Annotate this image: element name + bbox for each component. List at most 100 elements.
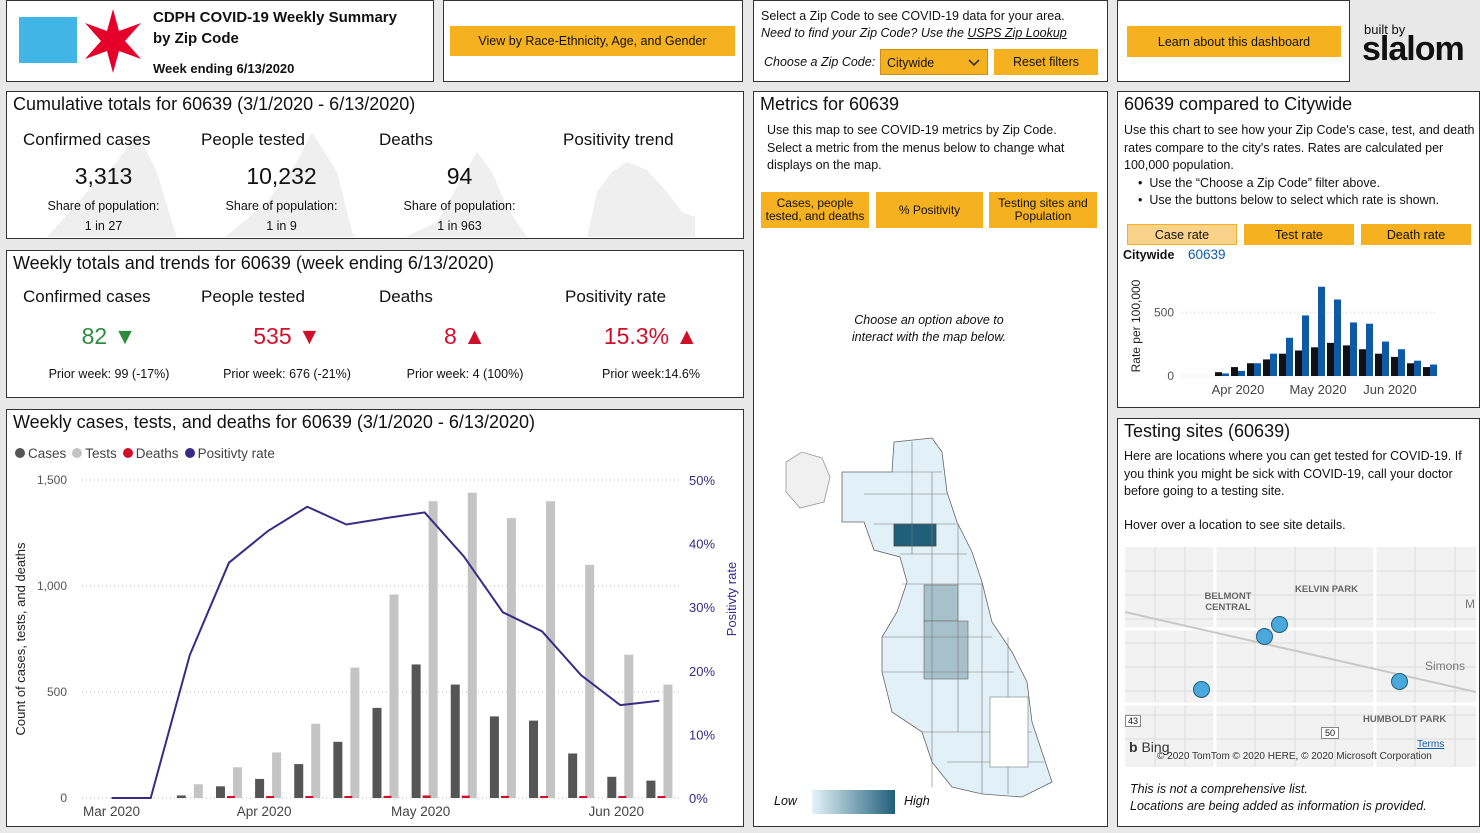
zip-bar[interactable] (1334, 299, 1341, 377)
citywide-bar[interactable] (1407, 363, 1414, 376)
testing-site-marker[interactable] (1193, 681, 1210, 698)
zip-bar[interactable] (1270, 353, 1277, 376)
zip-bar[interactable] (1238, 370, 1245, 376)
y-tick-label: 1,500 (37, 473, 67, 487)
zip-select[interactable]: Citywide (880, 49, 988, 75)
legend-label: Cases (28, 446, 67, 461)
cases-bar[interactable] (333, 741, 343, 798)
deaths-bar[interactable] (618, 796, 627, 798)
citywide-bar[interactable] (1247, 363, 1254, 376)
y2-tick-label: 0% (689, 791, 708, 806)
tests-bar[interactable] (663, 684, 673, 798)
citywide-bar[interactable] (1391, 356, 1398, 376)
zip-bar[interactable] (1398, 349, 1405, 376)
citywide-bar[interactable] (1375, 353, 1382, 376)
deaths-bar[interactable] (579, 796, 588, 798)
test-rate-button[interactable]: Test rate (1244, 224, 1354, 245)
zip-bar[interactable] (1382, 341, 1389, 376)
tests-bar[interactable] (428, 501, 438, 798)
positivity-line[interactable] (111, 505, 660, 799)
chart-legend: Cases Tests Deaths Positivty rate (15, 446, 275, 461)
cases-bar[interactable] (489, 716, 499, 798)
testing-map[interactable]: BELMONT CENTRAL KELVIN PARK HUMBOLDT PAR… (1125, 547, 1476, 767)
citywide-bar[interactable] (1359, 349, 1366, 376)
zip-bar[interactable] (1222, 373, 1229, 376)
citywide-bar[interactable] (1343, 345, 1350, 376)
reset-filters-button[interactable]: Reset filters (994, 49, 1098, 75)
cases-bar[interactable] (529, 720, 539, 798)
citywide-bar[interactable] (1279, 353, 1286, 376)
zip-bar[interactable] (1366, 323, 1373, 376)
tests-bar[interactable] (193, 784, 203, 798)
x-tick-label: May 2020 (391, 804, 450, 819)
zip-bar[interactable] (1414, 360, 1421, 376)
usps-lookup-link[interactable]: USPS Zip Lookup (967, 26, 1067, 40)
cases-bar[interactable] (607, 776, 617, 798)
cases-bar[interactable] (646, 780, 656, 798)
tests-bar[interactable] (467, 492, 477, 798)
legend-item[interactable]: Positivty rate (184, 446, 275, 461)
testing-sites-population-button[interactable]: Testing sites and Population (989, 192, 1097, 228)
cases-bar[interactable] (255, 778, 265, 798)
legend-item[interactable]: Deaths (122, 446, 179, 461)
y-tick-label: 0 (60, 791, 67, 805)
tests-bar[interactable] (232, 767, 242, 798)
zip-bar[interactable] (1350, 322, 1357, 376)
metrics-panel: Metrics for 60639 Use this map to see CO… (753, 91, 1108, 827)
tests-bar[interactable] (389, 594, 399, 798)
citywide-bar[interactable] (1215, 372, 1222, 376)
zip-bar[interactable] (1286, 337, 1293, 376)
tests-bar[interactable] (350, 667, 360, 798)
cases-tested-deaths-button[interactable]: Cases, people tested, and deaths (761, 192, 869, 228)
cases-bar[interactable] (450, 684, 460, 798)
testing-site-marker[interactable] (1391, 673, 1408, 690)
zip-bar[interactable] (1254, 363, 1261, 376)
deaths-bar[interactable] (657, 796, 666, 798)
deaths-bar[interactable] (540, 796, 549, 798)
map-terms-link[interactable]: Terms (1417, 739, 1445, 750)
zip-bar[interactable] (1430, 364, 1437, 376)
legend-item[interactable]: Tests (72, 446, 117, 461)
case-rate-button[interactable]: Case rate (1127, 224, 1237, 245)
deaths-bar[interactable] (305, 796, 314, 798)
citywide-bar[interactable] (1295, 350, 1302, 377)
deaths-bar[interactable] (422, 795, 431, 798)
cases-bar[interactable] (294, 764, 304, 798)
citywide-bar[interactable] (1327, 342, 1334, 376)
deaths-bar[interactable] (383, 795, 392, 798)
citywide-bar[interactable] (1423, 367, 1430, 376)
tests-bar[interactable] (272, 752, 282, 798)
arrow-up-icon: ▲ (463, 323, 486, 349)
testing-title: Testing sites (60639) (1124, 421, 1291, 441)
weekly-prior: Prior week: 676 (-21%) (223, 367, 351, 381)
deaths-bar[interactable] (500, 795, 509, 798)
zip-bar[interactable] (1318, 286, 1325, 376)
positivity-button[interactable]: % Positivity (876, 192, 983, 228)
deaths-bar[interactable] (344, 796, 353, 798)
citywide-bar[interactable] (1263, 359, 1270, 376)
weekly-label: Positivity rate (565, 287, 667, 306)
tests-bar[interactable] (546, 501, 556, 798)
tests-bar[interactable] (311, 723, 321, 798)
cases-bar[interactable] (372, 707, 382, 798)
view-by-race-button[interactable]: View by Race-Ethnicity, Age, and Gender (450, 26, 735, 56)
tests-bar[interactable] (506, 518, 516, 798)
testing-site-marker[interactable] (1256, 628, 1273, 645)
cases-bar[interactable] (176, 795, 186, 798)
deaths-bar[interactable] (266, 796, 275, 798)
testing-site-marker[interactable] (1271, 616, 1288, 633)
weekly-metric: Positivity rate 15.3% ▲ Prior week:14.6% (553, 287, 749, 381)
learn-dashboard-button[interactable]: Learn about this dashboard (1127, 26, 1341, 57)
citywide-bar[interactable] (1231, 367, 1238, 376)
legend-item[interactable]: Cases (15, 446, 66, 461)
tests-bar[interactable] (624, 654, 634, 798)
citywide-bar[interactable] (1311, 347, 1318, 376)
death-rate-button[interactable]: Death rate (1361, 224, 1471, 245)
cases-bar[interactable] (568, 753, 578, 798)
cases-bar[interactable] (411, 664, 421, 798)
deaths-bar[interactable] (461, 795, 470, 798)
cases-bar[interactable] (215, 786, 225, 798)
deaths-bar[interactable] (226, 796, 235, 798)
zip-bar[interactable] (1302, 315, 1309, 376)
chicago-zip-map[interactable] (782, 432, 1082, 802)
